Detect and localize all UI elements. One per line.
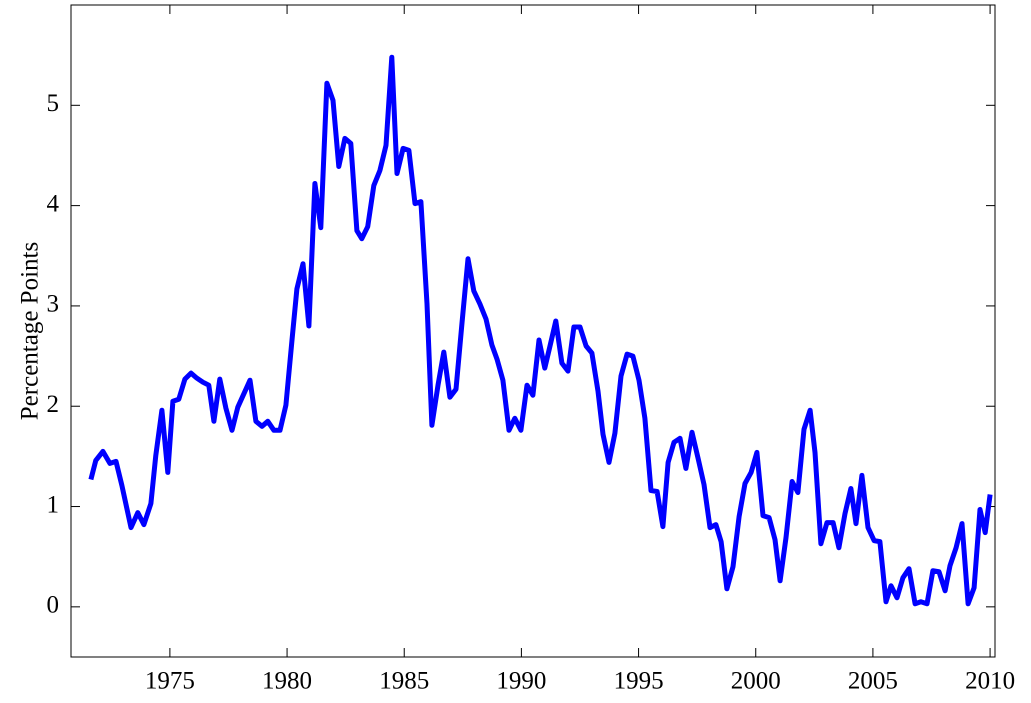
y-tick-label: 2 [47,391,60,418]
x-tick-label: 1980 [262,668,312,695]
y-tick-label: 1 [47,491,60,518]
x-tick-label: 1995 [614,668,664,695]
x-tick-label: 2000 [731,668,781,695]
y-axis-label: Percentage Points [17,242,44,420]
y-tick-label: 3 [47,291,60,318]
y-tick-label: 5 [47,90,60,117]
x-tick-label: 1985 [379,668,429,695]
plot-frame [70,4,996,658]
data-line [88,54,993,607]
y-tick-label: 0 [47,592,60,619]
y-tick-label: 4 [47,190,60,217]
x-tick-label: 2005 [848,668,898,695]
x-tick-label: 1975 [145,668,195,695]
x-tick-label: 1990 [496,668,546,695]
x-tick-label: 2010 [965,668,1015,695]
